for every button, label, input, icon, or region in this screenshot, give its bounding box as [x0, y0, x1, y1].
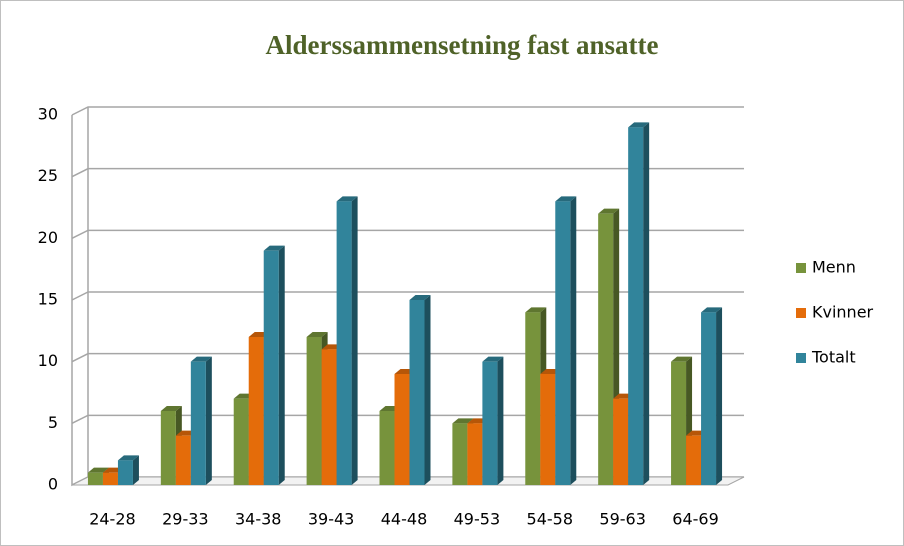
- legend-label: Totalt: [811, 348, 856, 367]
- legend-swatch: [796, 308, 806, 318]
- bar-side: [424, 295, 431, 485]
- bar-top: [87, 467, 109, 473]
- bar-top: [555, 196, 577, 202]
- bar: [233, 398, 249, 485]
- bar-side: [716, 307, 723, 485]
- legend-label: Kvinner: [812, 303, 874, 322]
- bar: [394, 374, 410, 485]
- bar-top: [336, 196, 358, 202]
- bar: [336, 201, 352, 486]
- bar: [482, 361, 498, 485]
- bar-side: [132, 455, 139, 485]
- bar: [190, 361, 206, 485]
- x-tick-label: 34-38: [235, 510, 282, 529]
- bar-top: [452, 418, 474, 424]
- bar: [379, 411, 395, 485]
- y-tick-label: 25: [38, 166, 58, 185]
- bar: [525, 312, 541, 485]
- y-tick-label: 15: [38, 290, 58, 309]
- bar: [87, 472, 103, 485]
- grid-line: [71, 106, 744, 116]
- bar: [598, 213, 614, 485]
- x-tick-label: 24-28: [89, 510, 136, 529]
- bar-side: [205, 356, 212, 485]
- bar: [467, 423, 483, 485]
- bar: [117, 460, 133, 485]
- bar: [613, 398, 629, 485]
- bar-top: [628, 122, 650, 128]
- bar: [102, 472, 118, 485]
- bar-top: [190, 356, 212, 362]
- bar-top: [306, 332, 328, 337]
- x-tick-label: 29-33: [162, 510, 209, 529]
- legend-swatch: [796, 263, 806, 273]
- bar-side: [570, 196, 577, 486]
- bar: [321, 349, 337, 485]
- bar: [701, 312, 717, 485]
- y-tick-label: 10: [38, 351, 58, 370]
- bar-side: [351, 196, 358, 486]
- bar: [555, 201, 571, 486]
- x-tick-label: 44-48: [381, 510, 428, 529]
- bar-top: [598, 208, 620, 214]
- bar-top: [701, 307, 723, 313]
- bar: [248, 337, 264, 485]
- grid-line: [71, 229, 744, 240]
- bar-top: [409, 295, 431, 300]
- y-tick-label: 5: [48, 413, 58, 432]
- bar-top: [671, 356, 693, 362]
- bar: [160, 411, 176, 485]
- legend-label: Menn: [812, 258, 856, 277]
- chart-title: Alderssammensetning fast ansatte: [266, 30, 659, 60]
- x-tick-label: 39-43: [308, 510, 355, 529]
- x-tick-label: 49-53: [454, 510, 501, 529]
- bar: [306, 337, 322, 485]
- bar: [263, 250, 279, 485]
- bar: [452, 423, 468, 485]
- bar-top: [525, 307, 547, 313]
- bar-top: [482, 356, 504, 362]
- bar: [540, 374, 556, 485]
- grid-line: [71, 291, 744, 301]
- bar: [175, 435, 191, 485]
- bar-side: [643, 122, 650, 485]
- bar: [686, 435, 702, 485]
- x-tick-label: 64-69: [672, 510, 719, 529]
- bar-top: [117, 455, 139, 461]
- bar-side: [497, 356, 504, 485]
- y-tick-label: 0: [48, 475, 58, 494]
- grid-line: [71, 167, 744, 178]
- bar: [628, 127, 644, 485]
- bar: [409, 300, 425, 485]
- y-tick-label: 30: [38, 105, 58, 124]
- x-tick-label: 54-58: [527, 510, 574, 529]
- bar-top: [263, 245, 285, 251]
- bar-side: [278, 245, 285, 485]
- bar-top: [160, 406, 182, 411]
- bar: [671, 361, 687, 485]
- legend-swatch: [796, 353, 806, 363]
- x-tick-label: 59-63: [599, 510, 646, 529]
- y-tick-label: 20: [38, 228, 58, 247]
